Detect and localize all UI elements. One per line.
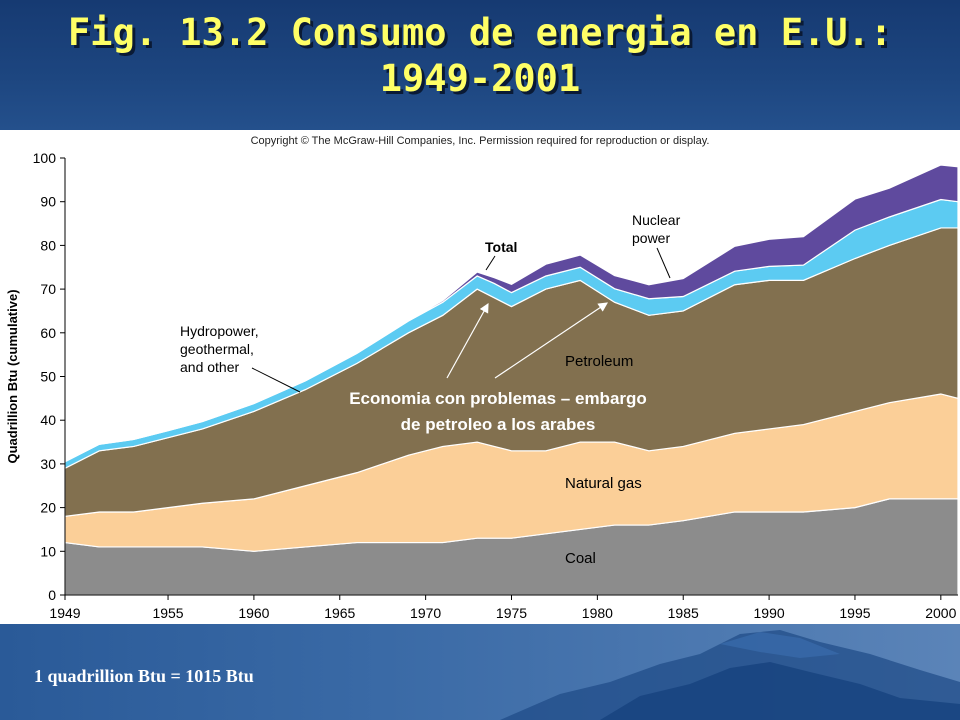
y-tick-label: 60 xyxy=(40,325,56,341)
slide-title: Fig. 13.2 Consumo de energia en E.U.: 19… xyxy=(0,10,960,102)
y-tick-label: 80 xyxy=(40,237,56,253)
copyright-text: Copyright © The McGraw-Hill Companies, I… xyxy=(251,135,710,147)
x-tick-label: 1990 xyxy=(754,605,785,621)
slide-footer: 1 quadrillion Btu = 1015 Btu xyxy=(0,624,960,720)
chart-panel: 0 10 20 30 40 50 60 70 80 90 100 1949 1955 1960 1965 19… xyxy=(0,130,960,624)
leader-total xyxy=(485,255,496,271)
title-line-2: 1949-2001 xyxy=(379,57,581,100)
y-tick-label: 50 xyxy=(40,369,56,385)
axes: 0 10 20 30 40 50 60 70 80 90 100 1949 1955 1960 1965 19… xyxy=(5,150,958,621)
y-tick-label: 90 xyxy=(40,194,56,210)
footnote: 1 quadrillion Btu = 1015 Btu xyxy=(34,666,254,686)
label-nuclear-1: Nuclear xyxy=(632,212,681,228)
iceberg-decoration xyxy=(500,630,960,720)
y-tick-label: 0 xyxy=(48,587,56,603)
x-tick-label: 1960 xyxy=(238,605,269,621)
x-tick-label: 1980 xyxy=(582,605,613,621)
label-total: Total xyxy=(485,239,517,255)
stacked-areas xyxy=(64,164,959,596)
arrow-1979 xyxy=(494,302,608,379)
x-tick-label: 1949 xyxy=(49,605,80,621)
y-tick-label: 30 xyxy=(40,456,56,472)
y-tick-label: 20 xyxy=(40,500,56,516)
title-line-1: Fig. 13.2 Consumo de energia en E.U.: xyxy=(67,11,893,54)
x-tick-label: 1975 xyxy=(496,605,527,621)
label-coal: Coal xyxy=(565,550,596,567)
x-tick-label: 2000 xyxy=(925,605,956,621)
x-tick-label: 1970 xyxy=(410,605,441,621)
x-tick-label: 1985 xyxy=(668,605,699,621)
area-nuclear xyxy=(64,164,959,463)
label-hydro-3: and other xyxy=(180,359,239,375)
leader-nuclear xyxy=(656,247,671,279)
annotation-line-2: de petroleo a los arabes xyxy=(401,415,596,434)
y-axis-label: Quadrillion Btu (cumulative) xyxy=(5,289,20,463)
leader-hydro xyxy=(251,367,301,393)
x-tick-label: 1955 xyxy=(152,605,183,621)
label-natural-gas: Natural gas xyxy=(565,475,642,492)
y-tick-label: 40 xyxy=(40,412,56,428)
y-tick-label: 10 xyxy=(40,543,56,559)
annotation-line-1: Economia con problemas – embargo xyxy=(349,389,647,408)
x-tick-label: 1965 xyxy=(324,605,355,621)
energy-consumption-chart: 0 10 20 30 40 50 60 70 80 90 100 1949 1955 1960 1965 19… xyxy=(5,135,959,621)
label-nuclear-2: power xyxy=(632,230,670,246)
label-petroleum: Petroleum xyxy=(565,353,633,370)
x-tick-label: 1995 xyxy=(839,605,870,621)
label-hydro-2: geothermal, xyxy=(180,341,254,357)
arrow-1973 xyxy=(446,302,489,379)
y-tick-label: 100 xyxy=(33,150,57,166)
label-hydro-1: Hydropower, xyxy=(180,323,259,339)
y-tick-label: 70 xyxy=(40,281,56,297)
slide-header: Fig. 13.2 Consumo de energia en E.U.: 19… xyxy=(0,0,960,130)
annotations: Copyright © The McGraw-Hill Companies, I… xyxy=(180,135,709,567)
